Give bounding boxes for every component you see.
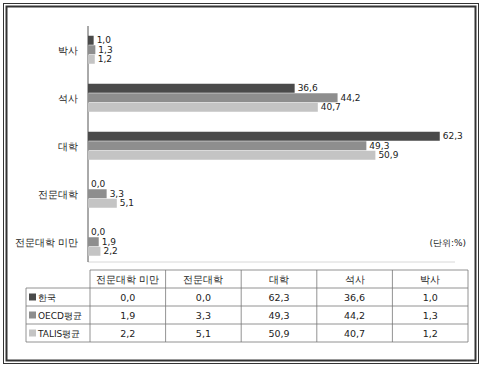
data-label: 2,2 [103,246,117,256]
table-rule [316,270,317,342]
data-label: 36,6 [298,83,318,93]
table-cell: 0,0 [120,292,135,303]
data-label: 1,3 [98,45,112,55]
table-header: 전문대학 [183,274,223,285]
table-cell: 1,2 [423,328,438,339]
bar [88,180,89,189]
table-rule [392,270,393,342]
legend-swatch [29,294,36,301]
data-label: 49,3 [369,141,389,151]
outer-frame [4,4,479,364]
table-rule [26,342,468,343]
data-label: 1,0 [97,35,112,45]
table-cell: 0,0 [196,292,211,303]
bar [88,132,440,141]
table-header: 대학 [269,274,289,285]
category-label: 대학 [58,141,78,152]
table-rule [90,270,91,342]
category-label: 전문대학 [38,189,78,200]
table-cell: 44,2 [344,310,365,321]
data-label: 0,0 [91,179,106,189]
table-rule [241,270,242,342]
bar [88,45,95,54]
table-rule [26,306,468,307]
bar [88,228,89,237]
data-label: 3,3 [110,189,124,199]
table-cell: 2,2 [120,328,135,339]
table-rule [26,288,27,342]
bar [88,36,94,45]
data-label: 1,2 [98,54,112,64]
bar [88,93,338,102]
table-cell: 3,3 [196,310,211,321]
chart: 0,01,92,20,03,35,162,349,350,936,644,240… [0,0,482,367]
table-header: 전문대학 미만 [96,274,159,285]
bar [88,151,375,160]
table-cell: 49,3 [268,310,289,321]
legend-swatch [29,312,36,319]
data-label: 40,7 [321,102,341,112]
bar [88,55,95,64]
legend-label: 한국 [38,293,56,303]
table-cell: 50,9 [268,328,289,339]
table-cell: 62,3 [268,292,289,303]
data-label: 44,2 [341,93,361,103]
table-cell: 1,0 [423,292,438,303]
table-rule [165,270,166,342]
data-table: 전문대학 미만 전문대학 대학 석사 박사한국 0,0 0,0 62,3 36,6 1,0 OECD… [26,270,468,342]
bar [88,103,318,112]
table-rule [26,324,468,325]
bars [88,36,440,256]
data-label: 1,9 [102,237,117,247]
table-rule [468,270,469,342]
data-labels: 0,01,92,20,03,35,162,349,350,936,644,240… [91,35,463,256]
category-label: 전문대학 미만 [15,237,78,248]
table-cell: 5,1 [196,328,211,339]
bar [88,199,117,208]
legend-swatch [29,330,36,337]
bar [88,237,99,246]
category-label: 석사 [58,93,78,104]
inner-frame [7,7,476,361]
table-cell: 1,3 [423,310,438,321]
table-header: 박사 [420,274,440,285]
value-axis-line [88,262,455,263]
data-label: 0,0 [91,227,106,237]
data-label: 62,3 [443,131,463,141]
legend-label: TALIS평균 [37,329,80,339]
bar [88,84,295,93]
bar [88,189,107,198]
table-rule [26,288,468,289]
table-cell: 1,9 [120,310,135,321]
annotation: (단위:%) [429,238,466,248]
category-label: 박사 [58,45,78,56]
table-rule [90,270,468,271]
table-header: 석사 [345,274,365,285]
data-label: 50,9 [378,150,398,160]
bar [88,247,100,256]
table-cell: 36,6 [344,292,365,303]
table-cell: 40,7 [344,328,365,339]
bar [88,141,366,150]
data-label: 5,1 [120,198,134,208]
legend-label: OECD평균 [38,311,82,321]
